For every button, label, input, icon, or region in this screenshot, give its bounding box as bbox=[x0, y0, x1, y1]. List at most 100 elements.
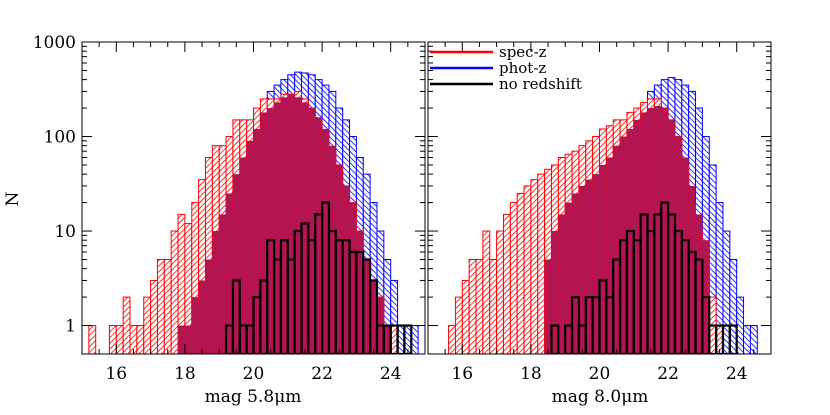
bar-overlap-left bbox=[280, 97, 288, 354]
bar-spec-z-right bbox=[509, 202, 518, 354]
bar-overlap-right bbox=[558, 214, 566, 354]
bar-spec-z-left bbox=[108, 325, 117, 354]
bar-phot-z-left bbox=[390, 279, 399, 354]
x-axis-label-left: mag 5.8μm bbox=[205, 387, 302, 407]
bar-overlap-right bbox=[674, 136, 682, 354]
bar-overlap-right bbox=[654, 106, 662, 354]
bar-overlap-right bbox=[578, 185, 586, 354]
bar-overlap-left bbox=[322, 129, 329, 354]
bar-spec-z-left bbox=[88, 325, 97, 354]
y-tick-label: 1000 bbox=[33, 33, 76, 53]
bar-overlap-right bbox=[640, 112, 648, 354]
bar-overlap-right bbox=[565, 202, 573, 354]
bar-overlap-left bbox=[370, 280, 377, 354]
bar-no-redshift-left bbox=[369, 279, 379, 354]
bar-overlap-left bbox=[315, 117, 323, 354]
bar-overlap-right bbox=[620, 136, 627, 354]
bar-overlap-left bbox=[260, 112, 268, 354]
x-tick-label-right: 24 bbox=[726, 364, 748, 384]
bar-overlap-right bbox=[551, 231, 559, 354]
bar-overlap-left bbox=[383, 325, 391, 354]
bar-overlap-left bbox=[226, 193, 233, 354]
bar-spec-z-right bbox=[530, 179, 539, 354]
bar-overlap-right bbox=[688, 185, 696, 354]
bar-spec-z-right bbox=[502, 213, 511, 354]
bar-spec-z-left bbox=[122, 296, 131, 354]
bar-spec-z-right bbox=[496, 230, 504, 354]
bar-overlap-left bbox=[335, 164, 343, 354]
bar-overlap-left bbox=[294, 97, 302, 354]
bar-overlap-right bbox=[572, 193, 579, 354]
bar-overlap-left bbox=[246, 140, 254, 354]
bar-overlap-right bbox=[585, 179, 593, 354]
x-tick-label-left: 16 bbox=[105, 364, 127, 384]
x-tick-label-left: 20 bbox=[243, 364, 265, 384]
bar-overlap-left bbox=[184, 325, 192, 354]
bar-spec-z-right bbox=[448, 325, 456, 354]
bar-overlap-left bbox=[205, 259, 213, 354]
bar-overlap-left bbox=[198, 280, 206, 354]
bar-overlap-left bbox=[301, 102, 309, 354]
y-axis-label: N bbox=[3, 191, 23, 206]
bar-overlap-left bbox=[274, 102, 281, 354]
panel-right: 16 18 20 22 24 mag 8.0μm bbox=[427, 41, 772, 407]
panel-left: 16 18 20 22 24 1 10 100 1000 mag 5.8μm N bbox=[3, 33, 426, 407]
bar-overlap-left bbox=[253, 129, 261, 354]
bar-overlap-right bbox=[681, 157, 689, 354]
y-tick-label: 100 bbox=[44, 128, 76, 148]
bar-spec-z-right bbox=[523, 185, 532, 354]
bar-overlap-right bbox=[626, 129, 634, 354]
legend-label-spec-z: spec-z bbox=[499, 43, 547, 61]
bar-no-redshift-left bbox=[231, 279, 241, 354]
bar-overlap-left bbox=[356, 231, 364, 354]
legend-label-no-redshift: no redshift bbox=[499, 75, 582, 93]
bar-spec-z-right bbox=[461, 279, 470, 354]
bar-phot-z-right bbox=[743, 325, 751, 354]
bar-overlap-right bbox=[668, 119, 675, 354]
x-tick-label-left: 18 bbox=[174, 364, 196, 384]
bar-overlap-left bbox=[232, 174, 240, 354]
bar-overlap-right bbox=[613, 145, 621, 354]
bar-spec-z-right bbox=[537, 173, 546, 354]
bar-spec-z-right bbox=[475, 258, 484, 354]
bar-overlap-left bbox=[342, 185, 350, 354]
y-tick-label: 10 bbox=[54, 222, 76, 242]
ticks-left: 16 18 20 22 24 1 10 100 1000 bbox=[33, 33, 426, 384]
bar-spec-z-right bbox=[454, 296, 463, 354]
bar-spec-z-left bbox=[115, 325, 124, 354]
bar-overlap-right bbox=[633, 119, 641, 354]
bar-overlap-left bbox=[349, 202, 357, 354]
x-tick-label-right: 20 bbox=[589, 364, 611, 384]
x-axis-label-right: mag 8.0μm bbox=[552, 387, 649, 407]
bar-overlap-right bbox=[695, 214, 703, 354]
bar-overlap-left bbox=[308, 108, 316, 354]
x-tick-label-left: 24 bbox=[380, 364, 402, 384]
bar-overlap-left bbox=[239, 157, 247, 354]
bar-overlap-left bbox=[363, 259, 371, 354]
bar-spec-z-right bbox=[489, 258, 498, 354]
bar-overlap-left bbox=[287, 94, 295, 354]
bar-spec-z-right bbox=[516, 192, 525, 354]
bar-spec-z-left bbox=[163, 258, 172, 354]
bar-overlap-right bbox=[592, 174, 600, 354]
bar-spec-z-left bbox=[170, 230, 179, 354]
bar-spec-z-right bbox=[482, 230, 491, 354]
legend: spec-z phot-z no redshift bbox=[430, 43, 582, 93]
x-tick-label-right: 22 bbox=[657, 364, 679, 384]
ticks-right: 16 18 20 22 24 bbox=[427, 41, 772, 384]
bar-overlap-right bbox=[599, 164, 607, 354]
bar-spec-z-left bbox=[136, 325, 145, 354]
bar-spec-z-right bbox=[468, 258, 477, 354]
bar-overlap-left bbox=[219, 214, 227, 354]
bar-overlap-right bbox=[661, 108, 669, 354]
bar-overlap-left bbox=[212, 231, 220, 354]
bars-right bbox=[448, 77, 758, 354]
legend-label-phot-z: phot-z bbox=[499, 59, 546, 77]
x-tick-label-right: 18 bbox=[520, 364, 542, 384]
bar-overlap-left bbox=[267, 108, 275, 354]
bar-overlap-left bbox=[328, 145, 336, 354]
bar-overlap-left bbox=[191, 297, 199, 354]
bar-spec-z-left bbox=[143, 296, 152, 354]
bar-spec-z-left bbox=[156, 258, 165, 354]
bars-left bbox=[88, 71, 419, 354]
